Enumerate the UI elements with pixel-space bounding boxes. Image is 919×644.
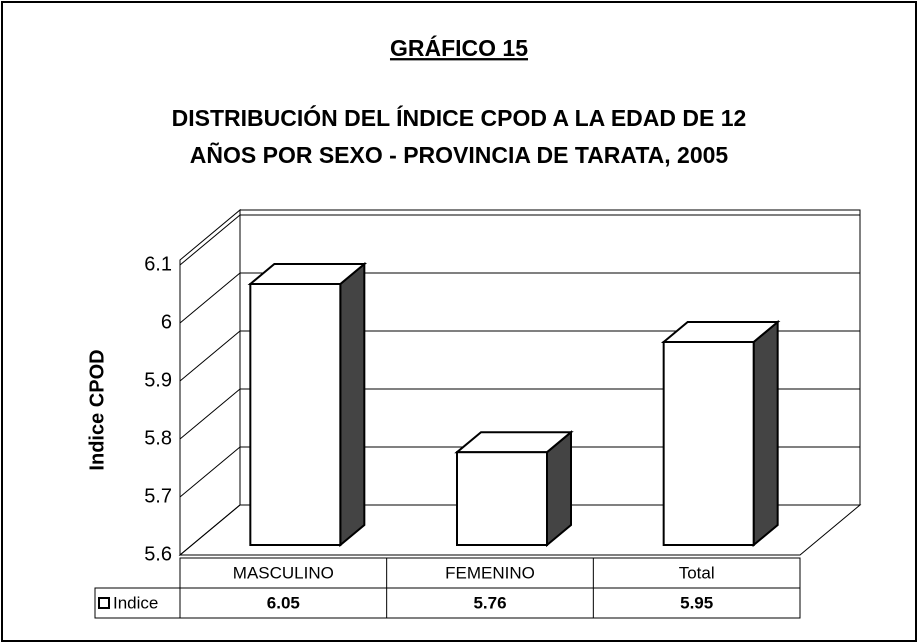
x-tick-label: Total [679, 563, 715, 582]
data-label: 5.95 [680, 593, 713, 612]
bar-side [339, 261, 366, 548]
grid-line [179, 330, 860, 382]
bar [456, 451, 548, 547]
y-tick-label: 5.6 [144, 543, 172, 565]
y-tick-label: 5.7 [144, 485, 172, 507]
x-tick-label: MASCULINO [233, 563, 334, 582]
y-tick-label: 5.8 [144, 427, 172, 449]
y-tick-label: 5.9 [144, 369, 172, 391]
chart-subtitle: DISTRIBUCIÓN DEL ÍNDICE CPOD A LA EDAD D… [172, 104, 747, 131]
chart-subtitle: AÑOS POR SEXO - PROVINCIA DE TARATA, 200… [190, 141, 729, 168]
table-border [94, 587, 181, 619]
x-tick-label: FEMENINO [445, 563, 535, 582]
data-label: 5.76 [473, 593, 506, 612]
legend-swatch [98, 597, 110, 609]
grid-line [179, 214, 860, 266]
side-wall [179, 208, 241, 557]
bar [249, 283, 342, 546]
y-axis-label: Indice CPOD [86, 349, 108, 470]
y-tick-label: 6.1 [144, 253, 172, 275]
data-label: 6.05 [267, 593, 300, 612]
legend-label: Indice [113, 593, 158, 612]
grid-line [179, 446, 860, 498]
bar [662, 341, 755, 546]
grid-line [179, 388, 860, 440]
y-tick-label: 6 [161, 311, 172, 333]
bar-side [752, 319, 779, 548]
chart-title: GRÁFICO 15 [390, 34, 528, 61]
grid-line [179, 272, 860, 324]
grid-line [179, 504, 860, 556]
